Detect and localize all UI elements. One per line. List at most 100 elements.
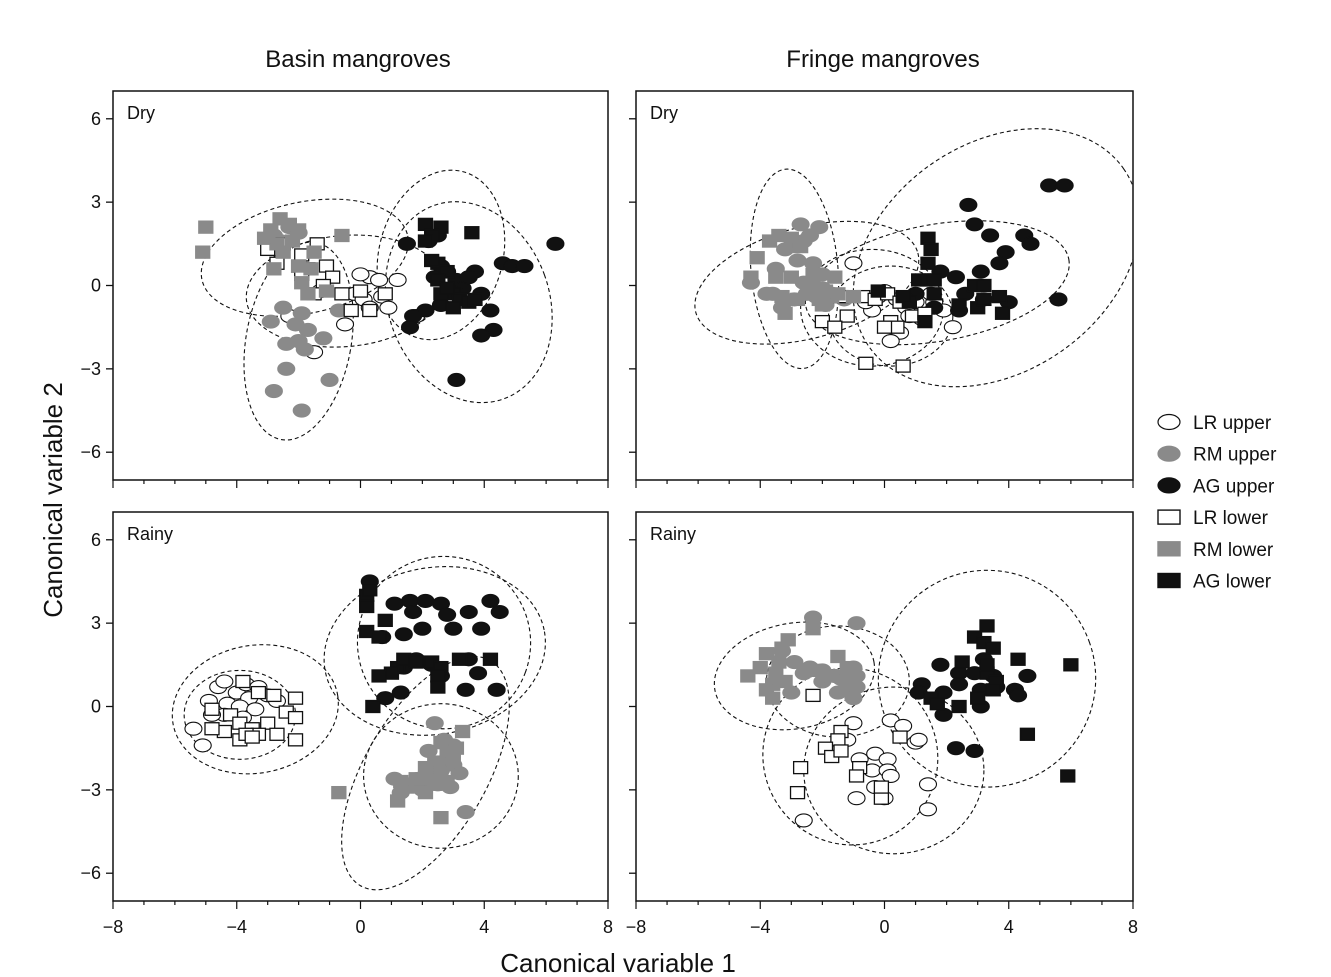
basin-mangroves-dry-panel-label: Dry (127, 103, 155, 123)
fringe-mangroves-rainy-point-lr-upper (881, 768, 900, 784)
fringe-mangroves-rainy-panel-label: Rainy (650, 524, 696, 544)
fringe-mangroves-dry-point-ag-lower (917, 314, 933, 329)
fringe-mangroves-dry-point-ag-lower (923, 242, 939, 257)
basin-mangroves-dry-point-rm-upper (298, 322, 317, 338)
fringe-mangroves-rainy-point-ag-lower (970, 691, 986, 705)
basin-mangroves-dry-point-lr-upper (370, 272, 389, 287)
fringe-mangroves-dry-point-rm-lower (827, 270, 843, 284)
basin-mangroves-rainy-ytick-label: 0 (91, 697, 101, 717)
basin-mangroves-rainy-point-ag-upper (413, 621, 432, 636)
basin-mangroves-rainy-point-ag-lower (371, 630, 387, 644)
fringe-mangroves-rainy-point-lr-upper (918, 802, 938, 817)
basin-mangroves-dry-ytick-label: 0 (91, 276, 101, 296)
fringe-mangroves-dry-point-rm-lower (845, 289, 862, 304)
basin-mangroves-rainy-point-rm-upper (456, 805, 475, 820)
basin-mangroves-dry-point-ag-upper (447, 372, 466, 388)
basin-mangroves-rainy-point-ag-upper (469, 666, 488, 681)
fringe-mangroves-rainy-point-ag-upper (1018, 668, 1037, 683)
fringe-mangroves-rainy-point-ag-lower (979, 658, 995, 672)
basin-mangroves-rainy-point-ag-upper (459, 604, 478, 620)
basin-mangroves-dry-point-ag-upper (400, 320, 420, 335)
basin-mangroves-dry-point-rm-lower (334, 228, 350, 243)
x-axis-title: Canonical variable 1 (500, 948, 736, 977)
basin-mangroves-rainy-ytick-label: −3 (80, 780, 101, 800)
fringe-mangroves-rainy-xtick-label: −4 (750, 917, 771, 937)
fringe-mangroves-dry-point-ag-lower (926, 273, 942, 287)
basin-mangroves-rainy-plot-frame (112, 511, 609, 902)
basin-mangroves-rainy-point-ag-upper (416, 593, 435, 608)
fringe-mangroves-dry-point-rm-lower (743, 270, 759, 284)
fringe-mangroves-rainy-point-lr-upper (909, 732, 928, 747)
fringe-mangroves-rainy-point-ag-upper (1009, 688, 1028, 703)
fringe-mangroves-rainy-xtick-label: 0 (879, 917, 889, 937)
fringe-mangroves-dry-point-lr-lower (876, 320, 893, 334)
fringe-mangroves-rainy-point-ag-lower (985, 641, 1001, 655)
panel-basin-dry: Dry −6 −3 0 3 6 (80, 90, 609, 488)
basin-mangroves-dry-point-ag-upper (459, 270, 478, 285)
basin-mangroves-rainy-point-lr-lower (235, 674, 251, 689)
fringe-mangroves-dry-point-lr-upper (881, 334, 900, 349)
basin-mangroves-rainy-point-rm-lower (448, 741, 465, 755)
fringe-mangroves-dry-point-ag-upper (959, 197, 978, 212)
fringe-mangroves-dry-point-ag-upper (965, 217, 984, 232)
basin-mangroves-rainy-point-lr-lower (287, 733, 304, 747)
basin-mangroves-dry-point-ag-lower (417, 217, 434, 232)
fringe-mangroves-dry-point-lr-lower (858, 356, 874, 370)
fringe-mangroves-dry-point-ag-upper (990, 256, 1009, 271)
basin-mangroves-rainy-point-ag-upper (394, 627, 413, 642)
fringe-mangroves-rainy-point-lr-upper (847, 791, 866, 806)
basin-mangroves-dry-point-ag-lower (417, 234, 434, 248)
fringe-mangroves-dry-point-ag-lower (994, 306, 1011, 320)
fringe-mangroves-rainy-point-rm-lower (765, 691, 781, 705)
basin-mangroves-dry-point-ag-upper (515, 258, 534, 274)
legend-marker-ag-upper (1157, 477, 1181, 494)
basin-mangroves-dry-point-rm-upper (264, 384, 283, 399)
legend-label-ag-lower: AG lower (1193, 572, 1272, 593)
basin-mangroves-dry-point-rm-lower (266, 262, 282, 276)
basin-mangroves-rainy-xtick-label: 8 (603, 917, 613, 937)
basin-mangroves-dry-point-rm-lower (198, 220, 214, 234)
fringe-mangroves-dry-point-rm-lower (792, 239, 809, 254)
basin-mangroves-dry-ytick-label: −6 (80, 442, 101, 462)
fringe-mangroves-dry-point-ag-upper (1049, 292, 1068, 307)
basin-mangroves-rainy-point-ag-lower (377, 613, 393, 628)
basin-mangroves-rainy-point-ag-lower (482, 652, 499, 666)
basin-mangroves-rainy-point-ag-lower (430, 669, 446, 683)
fringe-mangroves-rainy-point-ag-lower (929, 697, 945, 711)
legend-marker-ag-lower (1157, 572, 1181, 589)
basin-mangroves-rainy-ytick-label: −6 (80, 863, 101, 883)
fringe-mangroves-rainy-point-ag-lower (1060, 769, 1076, 783)
basin-mangroves-rainy-point-ag-lower (430, 680, 446, 694)
legend-item-lr-upper: LR upper (1157, 413, 1272, 434)
basin-mangroves-dry-point-ag-lower (439, 281, 455, 295)
fringe-mangroves-dry-point-ag-upper (1040, 178, 1059, 193)
basin-mangroves-rainy-point-rm-lower (393, 774, 409, 789)
basin-mangroves-dry-point-rm-lower (275, 245, 291, 259)
basin-mangroves-dry-point-ag-upper (397, 236, 416, 251)
basin-mangroves-rainy-point-lr-lower (204, 722, 220, 736)
basin-mangroves-dry-point-rm-upper (277, 361, 296, 376)
basin-mangroves-dry-point-ag-lower (424, 253, 440, 268)
fringe-mangroves-rainy-point-rm-upper (828, 685, 847, 700)
basin-mangroves-dry-point-rm-upper (320, 372, 339, 388)
fringe-mangroves-rainy-point-lr-lower (892, 730, 908, 744)
basin-mangroves-rainy-confidence-ellipse (356, 555, 532, 730)
basin-mangroves-dry-point-rm-upper (314, 331, 333, 346)
basin-mangroves-rainy-point-rm-lower (433, 810, 449, 825)
basin-mangroves-rainy-point-rm-lower (408, 772, 424, 786)
legend-item-ag-lower: AG lower (1157, 572, 1272, 593)
basin-mangroves-rainy-point-rm-lower (417, 760, 434, 775)
fringe-mangroves-dry-point-ag-upper (946, 270, 965, 285)
basin-mangroves-rainy-point-rm-lower (417, 785, 434, 800)
legend-item-lr-lower: LR lower (1157, 508, 1269, 529)
basin-mangroves-dry-point-lr-lower (362, 303, 378, 318)
fringe-mangroves-rainy-point-lr-upper (794, 813, 813, 828)
basin-mangroves-dry-point-lr-lower (352, 284, 369, 298)
fringe-mangroves-rainy-point-rm-upper (847, 616, 866, 631)
fringe-mangroves-rainy-point-ag-lower (985, 683, 1001, 697)
fringe-mangroves-dry-point-rm-lower (805, 278, 821, 293)
legend-label-ag-upper: AG upper (1193, 476, 1275, 497)
legend-label-lr-lower: LR lower (1193, 508, 1269, 529)
basin-mangroves-rainy-point-ag-lower (408, 655, 424, 669)
basin-mangroves-rainy-point-rm-lower (454, 724, 471, 739)
